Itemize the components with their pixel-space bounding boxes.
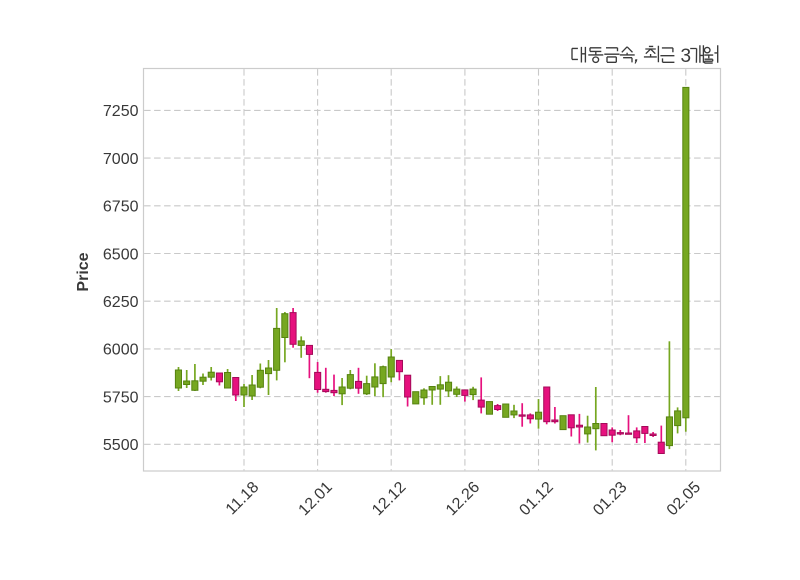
svg-text:5500: 5500 — [103, 437, 139, 454]
svg-text:5750: 5750 — [103, 389, 139, 406]
svg-text:3: 3 — [681, 46, 692, 67]
svg-text:6250: 6250 — [103, 294, 139, 311]
svg-text:7000: 7000 — [103, 151, 139, 168]
svg-text:6500: 6500 — [103, 246, 139, 263]
svg-text:6750: 6750 — [103, 199, 139, 216]
svg-text:7250: 7250 — [103, 103, 139, 120]
svg-text:Price: Price — [75, 252, 92, 291]
svg-text:6000: 6000 — [103, 342, 139, 359]
